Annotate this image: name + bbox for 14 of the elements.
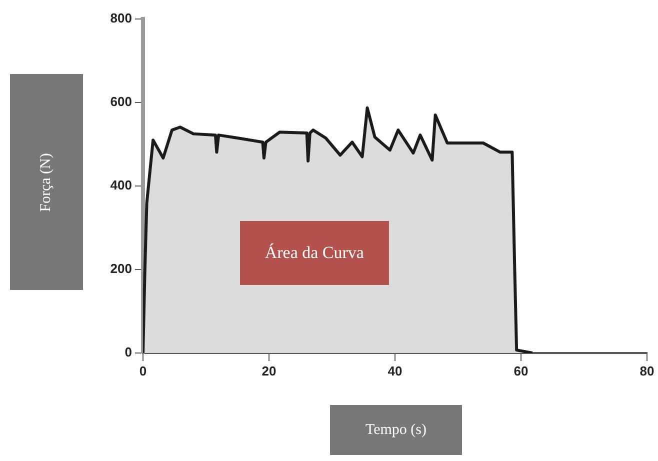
- y-tick-label: 400: [110, 178, 132, 193]
- x-tick-label: 0: [139, 363, 147, 378]
- y-tick-label: 200: [110, 261, 132, 276]
- x-tick-label: 80: [640, 363, 654, 378]
- y-tick-label: 800: [110, 10, 132, 26]
- x-tick-label: 60: [514, 363, 528, 378]
- y-tick-label: 600: [110, 94, 132, 110]
- annotation: Área da Curva: [264, 242, 364, 263]
- caption-box: Área da Curva: [240, 220, 389, 285]
- y-tick-label: 0: [124, 344, 132, 360]
- x-tick-label: 20: [262, 363, 276, 378]
- x-axis-title: Tempo (s): [365, 422, 427, 438]
- x-tick-label: 40: [388, 363, 402, 378]
- y-axis-title: Força (N): [38, 152, 55, 212]
